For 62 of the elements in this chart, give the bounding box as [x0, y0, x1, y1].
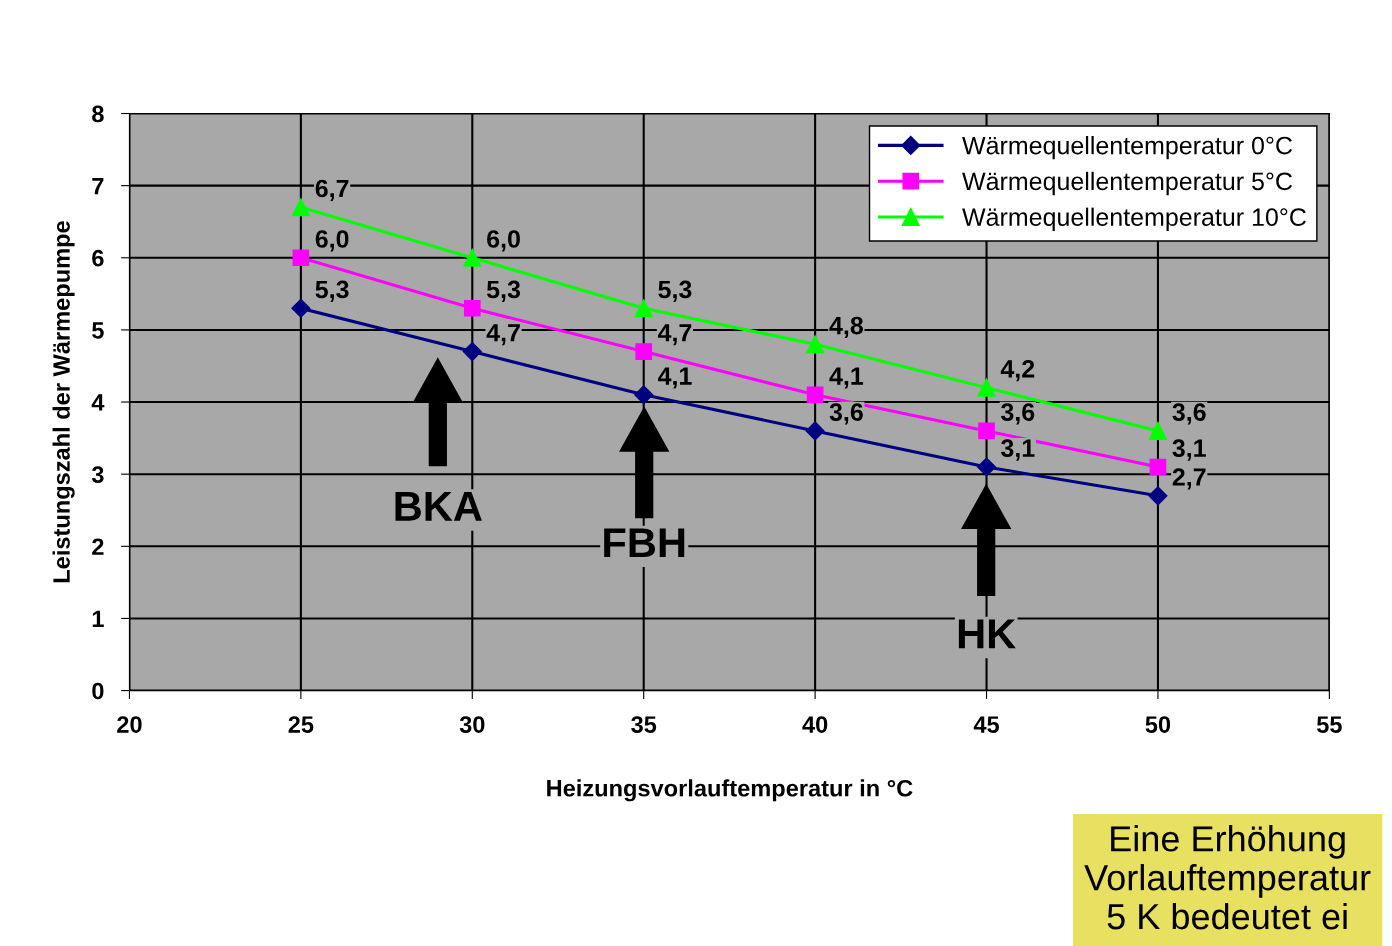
- point: [1149, 458, 1167, 476]
- data-label: 3,6: [829, 403, 863, 425]
- data-label: 3,1: [1000, 439, 1035, 461]
- point: [462, 342, 482, 362]
- y-tick-label: 5: [92, 322, 104, 339]
- y-tick-label: 4: [91, 394, 105, 411]
- x-tick-label: 45: [973, 716, 999, 733]
- point: [291, 298, 311, 318]
- x-tick-label: 50: [1145, 716, 1171, 733]
- point: [805, 421, 825, 441]
- data-label: 6,0: [487, 230, 520, 252]
- data-label: 6,7: [315, 179, 349, 201]
- point: [291, 198, 310, 217]
- point: [634, 385, 654, 405]
- point: [976, 457, 997, 477]
- data-label: 4,7: [486, 324, 520, 346]
- point: [977, 378, 996, 397]
- point: [463, 248, 482, 267]
- data-label: 6,0: [315, 230, 349, 252]
- legend-label: Wärmequellentemperatur 5°C: [962, 171, 1293, 196]
- x-tick-label: 35: [631, 716, 657, 733]
- data-label: 4,8: [829, 316, 863, 339]
- data-label: 5,3: [315, 280, 349, 302]
- y-tick-label: 3: [91, 466, 104, 483]
- x-tick-label: 25: [288, 716, 314, 733]
- x-tick-label: 40: [802, 716, 828, 733]
- data-label: 3,1: [1172, 439, 1206, 461]
- data-label: 5,3: [486, 280, 521, 302]
- y-axis-title: Leistungszahl der Wärmepumpe: [52, 221, 75, 583]
- x-tick-label: 30: [459, 716, 485, 733]
- x-tick-label: 55: [1316, 716, 1342, 733]
- data-label: 4,1: [829, 367, 864, 389]
- data-label: 4,2: [1000, 359, 1035, 382]
- annotation: BKA: [395, 492, 482, 521]
- y-tick-label: 6: [92, 249, 104, 267]
- point: [463, 299, 481, 317]
- point: [1148, 421, 1167, 440]
- legend-label: Wärmequellentemperatur 10°C: [962, 207, 1306, 231]
- annotation: HK: [958, 619, 1016, 649]
- y-tick-label: 7: [92, 177, 104, 195]
- legend-label: Wärmequellentemperatur 0°C: [962, 136, 1293, 160]
- x-axis-title: Heizungsvorlauftemperatur in °C: [547, 779, 913, 802]
- annotation: FBH: [604, 528, 685, 558]
- y-tick-label: 0: [92, 682, 104, 700]
- point: [1148, 486, 1168, 506]
- point: [806, 335, 825, 354]
- y-tick-label: 8: [92, 105, 104, 123]
- x-tick-label: 20: [117, 716, 142, 733]
- point: [634, 299, 653, 318]
- data-label: 4,1: [657, 367, 692, 389]
- data-label: 3,6: [1000, 403, 1035, 425]
- point: [635, 343, 653, 360]
- y-tick-label: 1: [92, 610, 104, 627]
- point: [806, 386, 824, 404]
- point: [978, 422, 995, 440]
- data-label: 4,7: [657, 324, 692, 346]
- data-label: 3,6: [1172, 403, 1206, 425]
- point: [292, 249, 310, 267]
- y-tick-label: 2: [92, 538, 104, 555]
- data-label: 2,7: [1172, 468, 1206, 490]
- text: Eine Erhöhung Vorlauftemperatur 5 K bedeutet ei: [1084, 825, 1371, 930]
- data-label: 5,3: [658, 280, 692, 302]
